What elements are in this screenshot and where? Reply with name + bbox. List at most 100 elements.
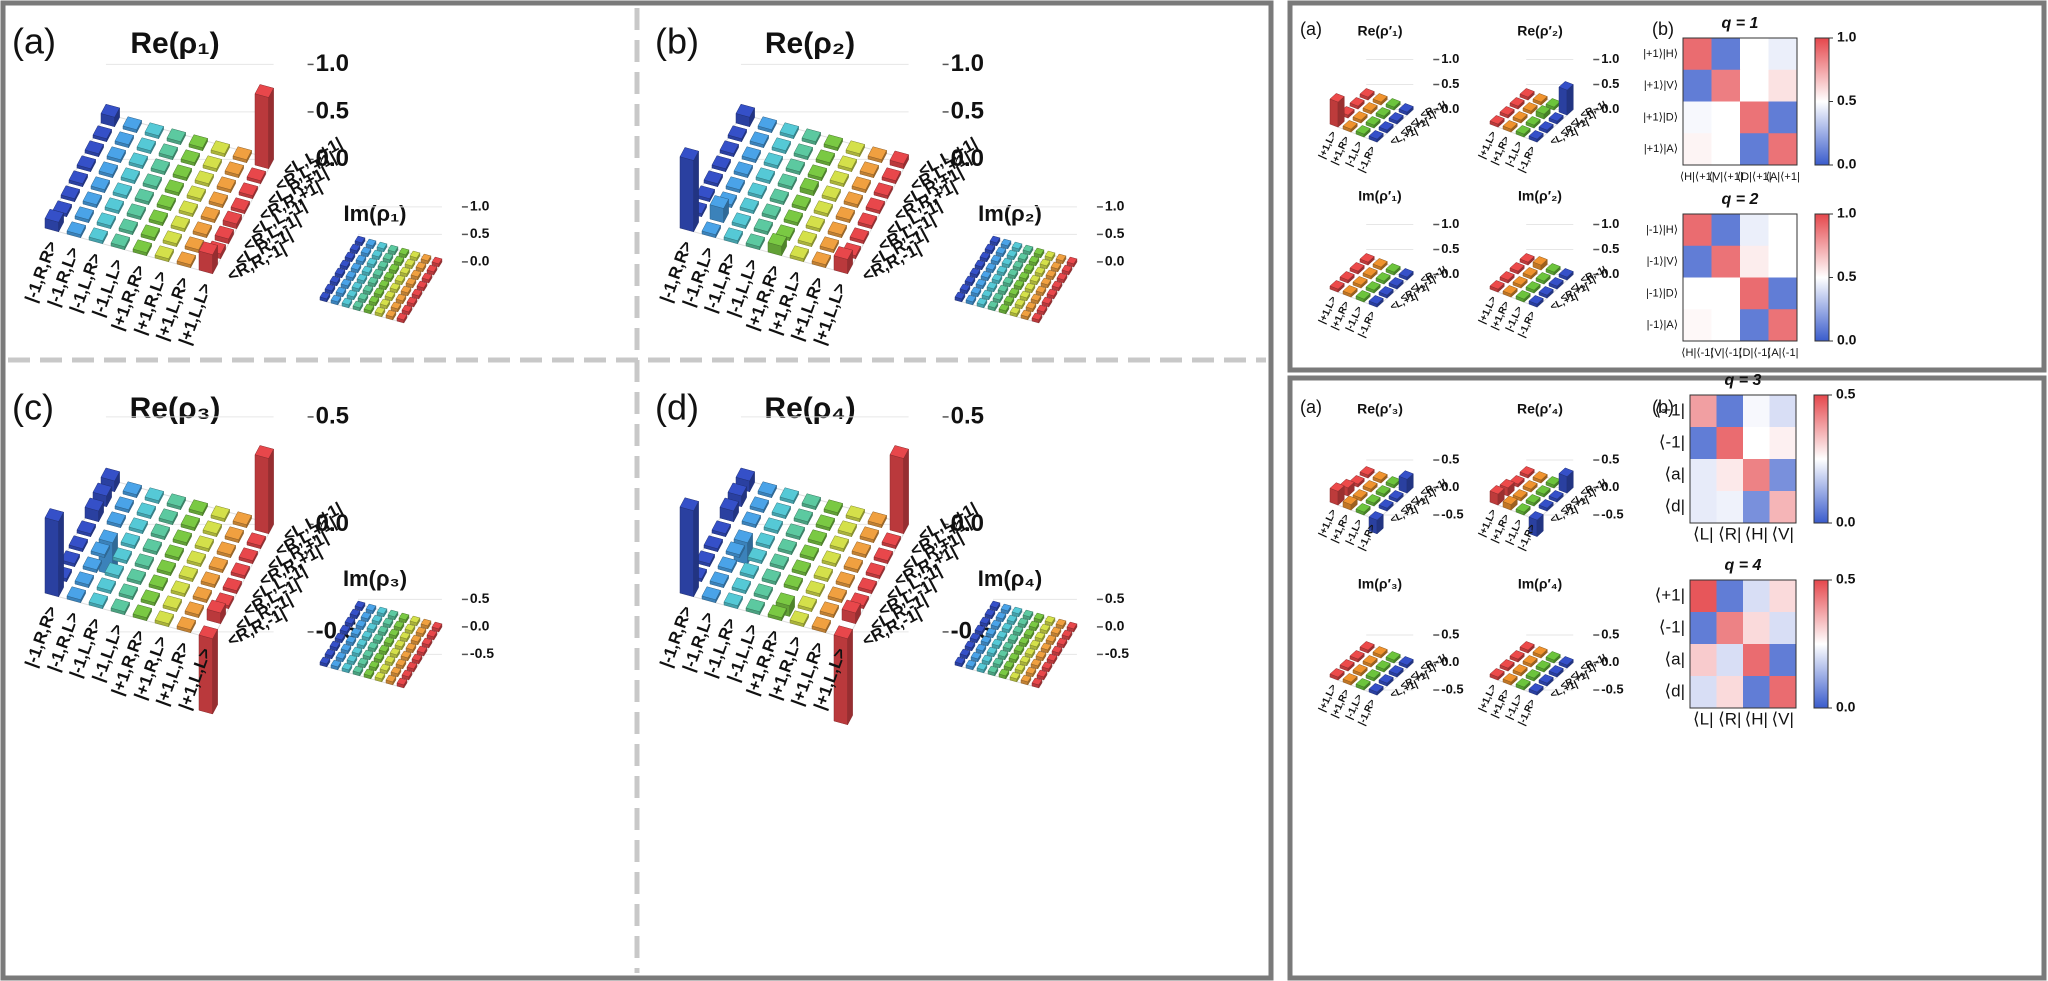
heatmap-cell bbox=[1740, 214, 1769, 247]
bar bbox=[1066, 256, 1078, 268]
bar bbox=[431, 256, 443, 268]
bar bbox=[112, 547, 132, 565]
heatmap-cell bbox=[1683, 133, 1712, 166]
bar bbox=[1352, 664, 1368, 677]
bar bbox=[426, 264, 438, 276]
bar bbox=[1519, 466, 1535, 479]
bar bbox=[819, 601, 839, 619]
bar bbox=[384, 290, 396, 302]
bar bbox=[965, 294, 977, 306]
bar bbox=[755, 167, 775, 185]
chart-title: Re(ρ₁) bbox=[130, 27, 219, 60]
chart-title: Re(ρ′₃) bbox=[1357, 401, 1403, 417]
bar bbox=[1046, 288, 1058, 300]
bar bbox=[208, 191, 228, 209]
bar bbox=[405, 277, 417, 289]
bar bbox=[1515, 125, 1531, 138]
col-label: ⟨R| bbox=[1718, 709, 1741, 728]
bar bbox=[1375, 485, 1391, 498]
heatmap-cell bbox=[1740, 133, 1769, 166]
bar bbox=[1489, 485, 1505, 506]
bar bbox=[357, 292, 369, 304]
bar bbox=[1548, 490, 1564, 503]
bar bbox=[172, 164, 192, 182]
bar bbox=[184, 601, 204, 619]
bar bbox=[761, 203, 781, 221]
bar bbox=[1509, 97, 1525, 110]
bar bbox=[1558, 656, 1574, 669]
bar bbox=[355, 254, 367, 266]
bar bbox=[1011, 606, 1023, 618]
bar bbox=[192, 221, 212, 239]
bar bbox=[373, 287, 385, 299]
bar bbox=[178, 565, 198, 583]
bar bbox=[1023, 263, 1035, 275]
bar bbox=[997, 284, 1009, 296]
bar bbox=[114, 131, 134, 149]
bar bbox=[1007, 633, 1019, 645]
chart-title: Re(ρ′₄) bbox=[1517, 401, 1563, 417]
bar bbox=[400, 285, 412, 297]
z-tick-label: 0.0 bbox=[1601, 479, 1619, 494]
chart-title: q = 4 bbox=[1725, 557, 1762, 574]
bar bbox=[401, 304, 413, 316]
bar bbox=[959, 283, 971, 295]
bar bbox=[845, 505, 865, 523]
bar bbox=[200, 571, 220, 589]
bar bbox=[975, 278, 987, 290]
bar bbox=[745, 233, 765, 251]
bar bbox=[727, 125, 747, 143]
col-label: ⟨D|⟨-1| bbox=[1738, 347, 1770, 359]
bar bbox=[990, 254, 1002, 266]
bar bbox=[68, 535, 88, 553]
bar bbox=[178, 200, 198, 218]
bar bbox=[1528, 683, 1544, 696]
heatmap-cell bbox=[1711, 101, 1741, 134]
bar bbox=[989, 235, 1001, 247]
bar bbox=[695, 185, 715, 203]
bar bbox=[355, 619, 367, 631]
bar bbox=[1030, 658, 1042, 670]
bar bbox=[393, 255, 405, 267]
bar bbox=[1025, 666, 1037, 678]
bar bbox=[372, 633, 384, 645]
bar bbox=[150, 523, 170, 541]
heatmap-cell bbox=[1683, 214, 1712, 247]
bar bbox=[807, 529, 827, 547]
bar bbox=[120, 167, 140, 185]
bar bbox=[974, 624, 986, 636]
bar bbox=[319, 656, 331, 668]
bar bbox=[136, 137, 156, 155]
bar bbox=[319, 291, 331, 303]
bar bbox=[341, 662, 353, 674]
bar bbox=[198, 241, 218, 275]
bar bbox=[731, 577, 751, 595]
heatmap-cell bbox=[1768, 69, 1798, 102]
colorbar-tick-label: 0.0 bbox=[1836, 699, 1856, 715]
heatmap-cell bbox=[1690, 459, 1717, 492]
bar bbox=[1020, 674, 1032, 686]
bar bbox=[1499, 659, 1515, 672]
bar bbox=[1372, 471, 1388, 484]
bar bbox=[995, 611, 1007, 623]
bar bbox=[1385, 476, 1401, 489]
chart-title: Re(ρ₃) bbox=[130, 392, 221, 425]
bar bbox=[889, 150, 909, 170]
bar bbox=[1050, 261, 1062, 273]
bar bbox=[384, 655, 396, 667]
bar bbox=[859, 526, 879, 544]
bar bbox=[100, 103, 120, 128]
bar bbox=[1031, 677, 1043, 689]
bar bbox=[987, 665, 999, 677]
bar bbox=[350, 627, 362, 639]
bar bbox=[118, 583, 138, 601]
bar bbox=[769, 188, 789, 206]
bar bbox=[1349, 262, 1365, 275]
bar bbox=[1525, 116, 1541, 129]
bar bbox=[1388, 112, 1404, 125]
bar bbox=[1007, 268, 1019, 280]
heatmap-cell bbox=[1711, 277, 1741, 310]
z-tick-label: 1.0 bbox=[1441, 216, 1459, 231]
bar bbox=[394, 639, 406, 651]
col-label: ⟨L| bbox=[1693, 709, 1714, 728]
